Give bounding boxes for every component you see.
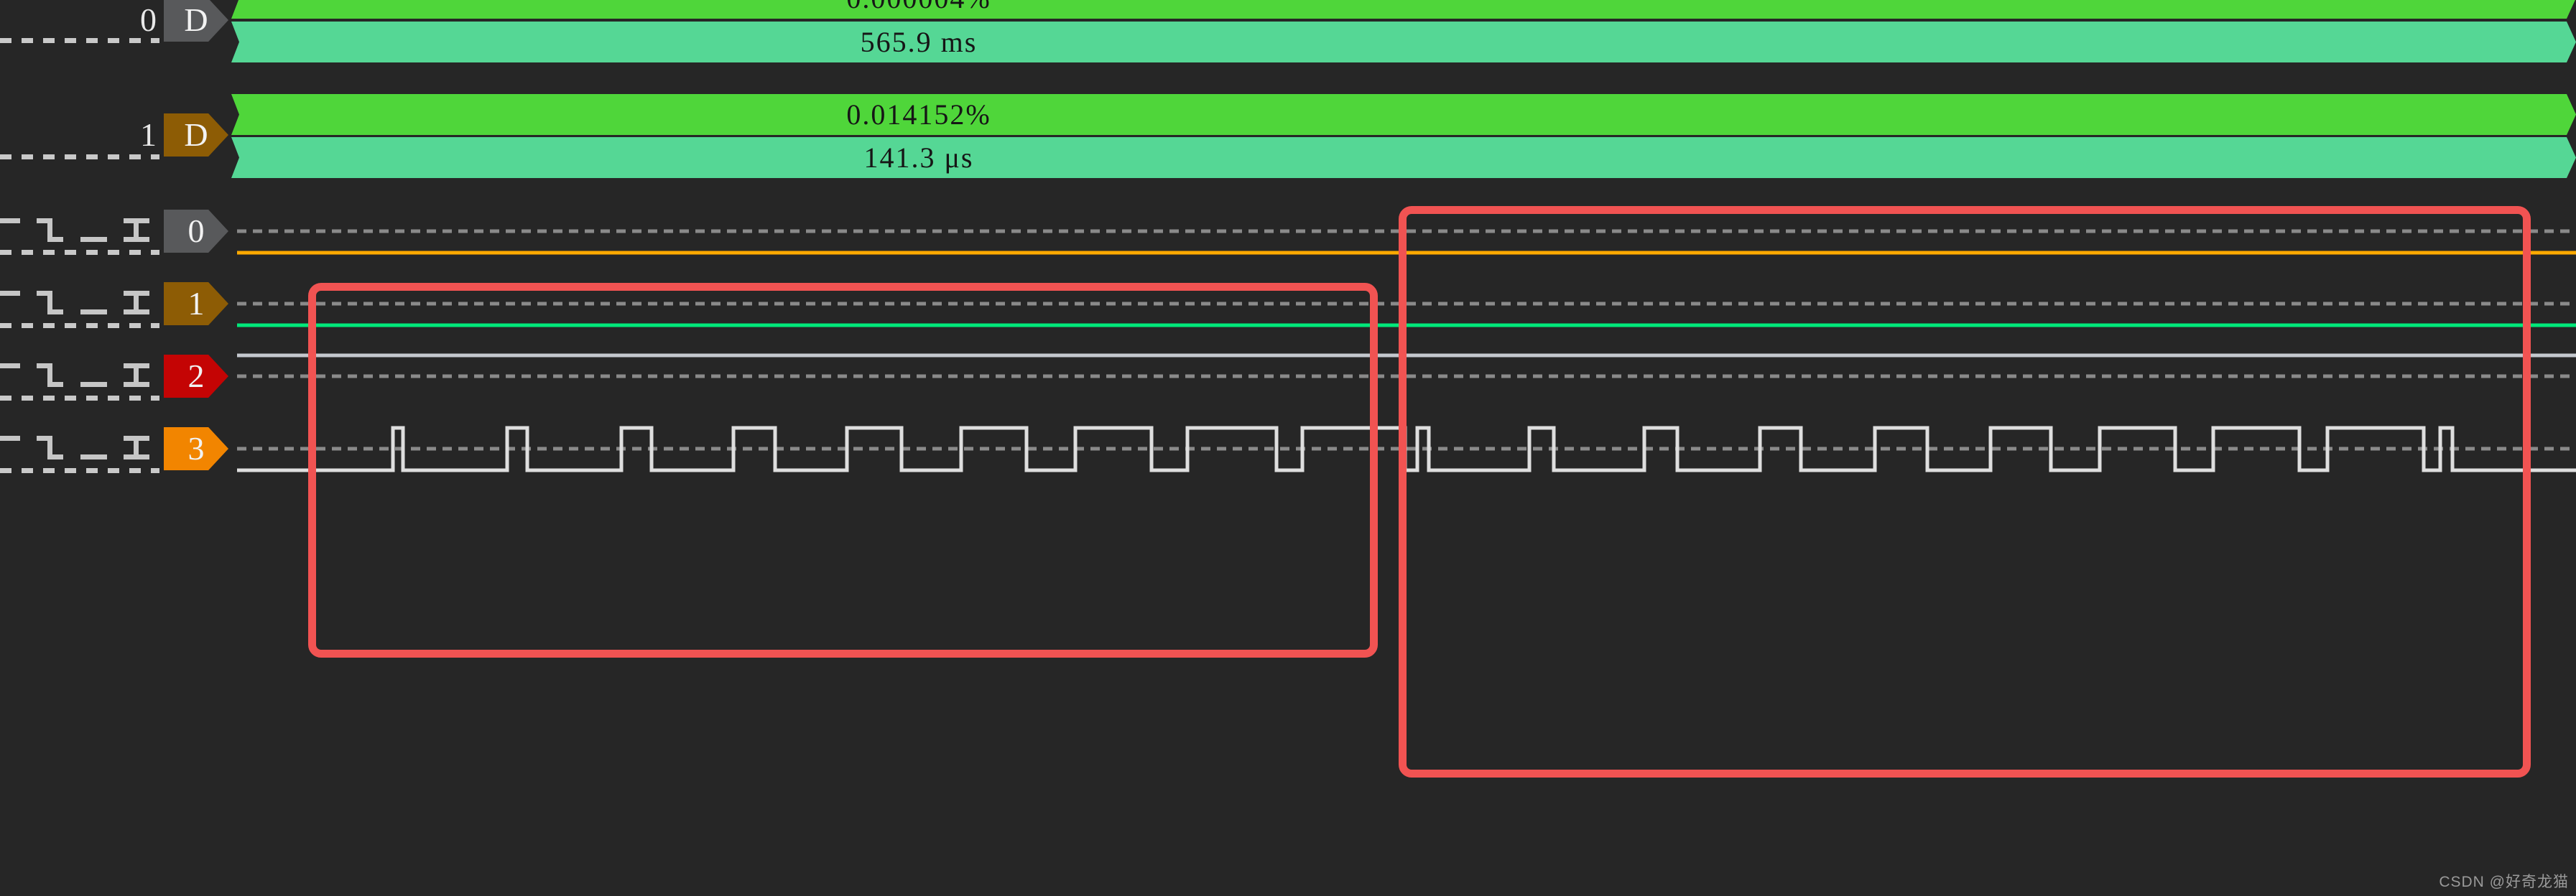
low-level-icon[interactable] [80, 309, 107, 314]
icon-part [47, 218, 52, 242]
period-value-0: 565.9 ms [860, 26, 978, 58]
icon-part [124, 237, 149, 242]
measurement-period-bar-1: 141.3 μs [231, 137, 2576, 178]
icon-part [47, 291, 52, 314]
icon-part [134, 218, 139, 242]
duty-value-0: 0.000004% [846, 0, 991, 15]
trigger-icons [0, 363, 151, 387]
any-edge-icon[interactable] [124, 291, 149, 314]
icon-part [47, 454, 63, 459]
highlight-box-right [1399, 206, 2531, 778]
decoder-number: 1 [140, 116, 157, 153]
icon-part [47, 436, 52, 459]
pwm-trace [237, 426, 2576, 472]
icon-part [124, 454, 149, 459]
label-baseline-dash [0, 323, 159, 328]
any-edge-icon[interactable] [124, 436, 149, 459]
watermark: CSDN @好奇龙猫 [2439, 874, 2569, 890]
low-level-icon[interactable] [80, 382, 107, 387]
channel-number: 1 [187, 285, 205, 322]
high-level-icon[interactable] [0, 436, 20, 441]
label-baseline-dash [0, 38, 159, 43]
icon-part [47, 237, 63, 242]
icon-part [37, 436, 52, 441]
falling-edge-icon[interactable] [37, 363, 63, 387]
falling-edge-icon[interactable] [37, 291, 63, 314]
highlight-box-left [308, 283, 1378, 658]
low-level-icon[interactable] [80, 454, 107, 459]
label-baseline-dash [0, 154, 159, 159]
decoder-badge-label: D [184, 1, 208, 38]
channel-number: 3 [187, 430, 205, 467]
icon-part [37, 363, 52, 368]
high-level-icon[interactable] [0, 291, 20, 296]
icon-part [134, 436, 139, 459]
high-level-icon[interactable] [0, 363, 20, 368]
icon-part [124, 309, 149, 314]
any-edge-icon[interactable] [124, 363, 149, 387]
label-baseline-dash [0, 396, 159, 401]
channel-number: 2 [187, 358, 205, 394]
icon-part [37, 291, 52, 296]
low-level-icon[interactable] [80, 237, 107, 242]
falling-edge-icon[interactable] [37, 218, 63, 242]
trigger-icons [0, 291, 151, 314]
icon-part [134, 363, 139, 387]
icon-part [37, 218, 52, 223]
icon-part [47, 382, 63, 387]
icon-part [47, 309, 63, 314]
trigger-icons [0, 218, 151, 242]
measurement-duty-bar-0: 0.000004% [231, 0, 2576, 19]
icon-part [124, 382, 149, 387]
period-value-1: 141.3 μs [863, 141, 974, 174]
falling-edge-icon[interactable] [37, 436, 63, 459]
high-level-icon[interactable] [0, 218, 20, 223]
any-edge-icon[interactable] [124, 218, 149, 242]
channel-number: 0 [187, 213, 205, 249]
decoder-badge-label: D [184, 116, 208, 153]
icon-part [47, 363, 52, 387]
label-baseline-dash [0, 250, 159, 255]
decoder-number: 0 [140, 1, 157, 38]
duty-value-1: 0.014152% [846, 98, 991, 131]
measurement-period-bar-0: 565.9 ms [231, 22, 2576, 62]
measurement-duty-bar-1: 0.014152% [231, 94, 2576, 135]
icon-part [134, 291, 139, 314]
label-baseline-dash [0, 468, 159, 473]
trigger-icons [0, 436, 151, 459]
